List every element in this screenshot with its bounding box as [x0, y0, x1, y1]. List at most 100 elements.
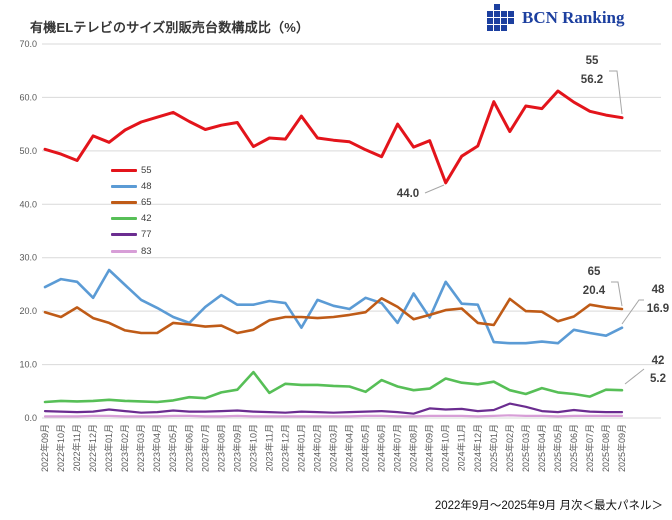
x-axis-tick-label: 2023年06月 [183, 424, 194, 472]
legend-label-55: 55 [141, 164, 152, 176]
x-axis-tick-label: 2025年04月 [536, 424, 547, 472]
annotation-label: 48 [652, 284, 665, 296]
legend-item-48: 48 [111, 178, 152, 194]
x-axis-tick-label: 2022年12月 [87, 424, 98, 472]
series-line-48 [43, 268, 624, 345]
x-axis-tick-label: 2023年02月 [119, 424, 130, 472]
annotation-leader-line [424, 184, 445, 194]
y-axis-tick-label: 70.0 [19, 39, 37, 49]
annotation-label: 44.0 [397, 188, 419, 200]
x-axis-tick-label: 2023年08月 [215, 424, 226, 472]
x-axis-tick-label: 2025年07月 [584, 424, 595, 472]
series-line-42 [43, 370, 624, 404]
series-line-83 [43, 414, 624, 418]
annotation-label: 65 [588, 266, 601, 278]
y-axis-tick-label: 50.0 [19, 146, 37, 156]
y-axis-tick-label: 30.0 [19, 253, 37, 263]
bcn-logo-squares-icon [487, 4, 514, 31]
legend-label-77: 77 [141, 229, 152, 241]
legend-label-48: 48 [141, 180, 152, 192]
legend: 55 48 65 42 77 83 [111, 162, 152, 259]
x-axis-tick-label: 2024年10月 [440, 424, 451, 472]
annotation-label: 20.4 [583, 285, 606, 297]
y-axis-tick-label: 20.0 [19, 306, 37, 316]
legend-swatch-77 [111, 233, 137, 237]
x-axis-tick-label: 2023年03月 [135, 424, 146, 472]
legend-swatch-48 [111, 184, 137, 188]
x-axis-tick-label: 2025年08月 [600, 424, 611, 472]
x-axis-tick-label: 2023年12月 [279, 424, 290, 472]
annotation-label: 56.2 [581, 74, 603, 86]
logo-square [487, 18, 493, 24]
x-axis-tick-label: 2025年06月 [568, 424, 579, 472]
x-axis-tick-label: 2023年10月 [247, 424, 258, 472]
x-axis-tick-label: 2024年08月 [408, 424, 419, 472]
x-axis-tick-label: 2023年07月 [199, 424, 210, 472]
footer-caption: 2022年9月～2025年9月 月次＜最大パネル＞ [434, 500, 663, 512]
x-axis-tick-label: 2024年02月 [312, 424, 323, 472]
x-axis-tick-label: 2023年05月 [167, 424, 178, 472]
legend-item-83: 83 [111, 243, 152, 259]
annotation-label: 42 [652, 355, 665, 367]
y-axis-tick-label: 0.0 [24, 413, 37, 423]
x-axis-tick-label: 2025年09月 [616, 424, 627, 472]
x-axis-tick-label: 2024年07月 [392, 424, 403, 472]
x-axis-tick-label: 2024年11月 [456, 424, 467, 471]
logo-square [508, 18, 514, 24]
x-axis-tick-label: 2023年09月 [231, 424, 242, 472]
legend-item-77: 77 [111, 227, 152, 243]
annotation-leader-line [624, 368, 645, 385]
x-axis-tick-label: 2025年01月 [488, 424, 499, 472]
logo-square [494, 11, 500, 17]
x-axis-tick-label: 2025年03月 [520, 424, 531, 472]
y-axis-tick-label: 40.0 [19, 199, 37, 209]
logo-square [494, 4, 500, 10]
annotation-label: 55 [586, 55, 599, 67]
logo-square [494, 18, 500, 24]
x-axis-tick-label: 2022年10月 [55, 424, 66, 472]
x-axis-tick-label: 2024年04月 [344, 424, 355, 472]
annotation-leader-line [609, 70, 623, 115]
legend-swatch-65 [111, 200, 137, 204]
legend-label-83: 83 [141, 245, 152, 257]
logo-square [494, 25, 500, 31]
legend-swatch-83 [111, 249, 137, 253]
x-axis-tick-label: 2024年01月 [295, 424, 306, 472]
x-axis-tick-label: 2024年12月 [472, 424, 483, 472]
x-axis-tick-label: 2023年01月 [103, 424, 114, 472]
annotation-leader-line [621, 299, 644, 325]
x-axis-tick-label: 2024年03月 [328, 424, 339, 472]
x-axis-tick-label: 2024年06月 [376, 424, 387, 472]
legend-label-42: 42 [141, 213, 152, 225]
bcn-logo: BCN Ranking [487, 4, 625, 31]
annotation-leader-line [611, 281, 623, 307]
x-axis-tick-label: 2024年05月 [360, 424, 371, 472]
logo-square [501, 11, 507, 17]
annotation-label: 16.9 [647, 303, 669, 315]
legend-item-42: 42 [111, 211, 152, 227]
legend-label-65: 65 [141, 196, 152, 208]
logo-square [501, 18, 507, 24]
legend-item-65: 65 [111, 194, 152, 210]
x-axis-tick-label: 2022年11月 [71, 424, 82, 471]
y-axis-tick-label: 60.0 [19, 92, 37, 102]
chart-title: 有機ELテレビのサイズ別販売台数構成比（%） [30, 20, 310, 35]
bcn-logo-text: BCN Ranking [522, 7, 625, 27]
x-axis-tick-label: 2022年09月 [39, 424, 50, 472]
legend-swatch-42 [111, 217, 137, 221]
series-line-77 [43, 402, 624, 415]
legend-item-55: 55 [111, 162, 152, 178]
series-line-55 [43, 89, 624, 185]
legend-swatch-55 [111, 168, 137, 172]
x-axis-tick-label: 2024年09月 [424, 424, 435, 472]
x-axis-tick-label: 2023年04月 [151, 424, 162, 472]
logo-square [501, 25, 507, 31]
logo-square [487, 25, 493, 31]
y-axis-tick-label: 10.0 [19, 360, 37, 370]
x-axis-tick-label: 2023年11月 [263, 424, 274, 471]
logo-square [487, 11, 493, 17]
logo-square [508, 11, 514, 17]
annotation-label: 5.2 [650, 373, 666, 385]
